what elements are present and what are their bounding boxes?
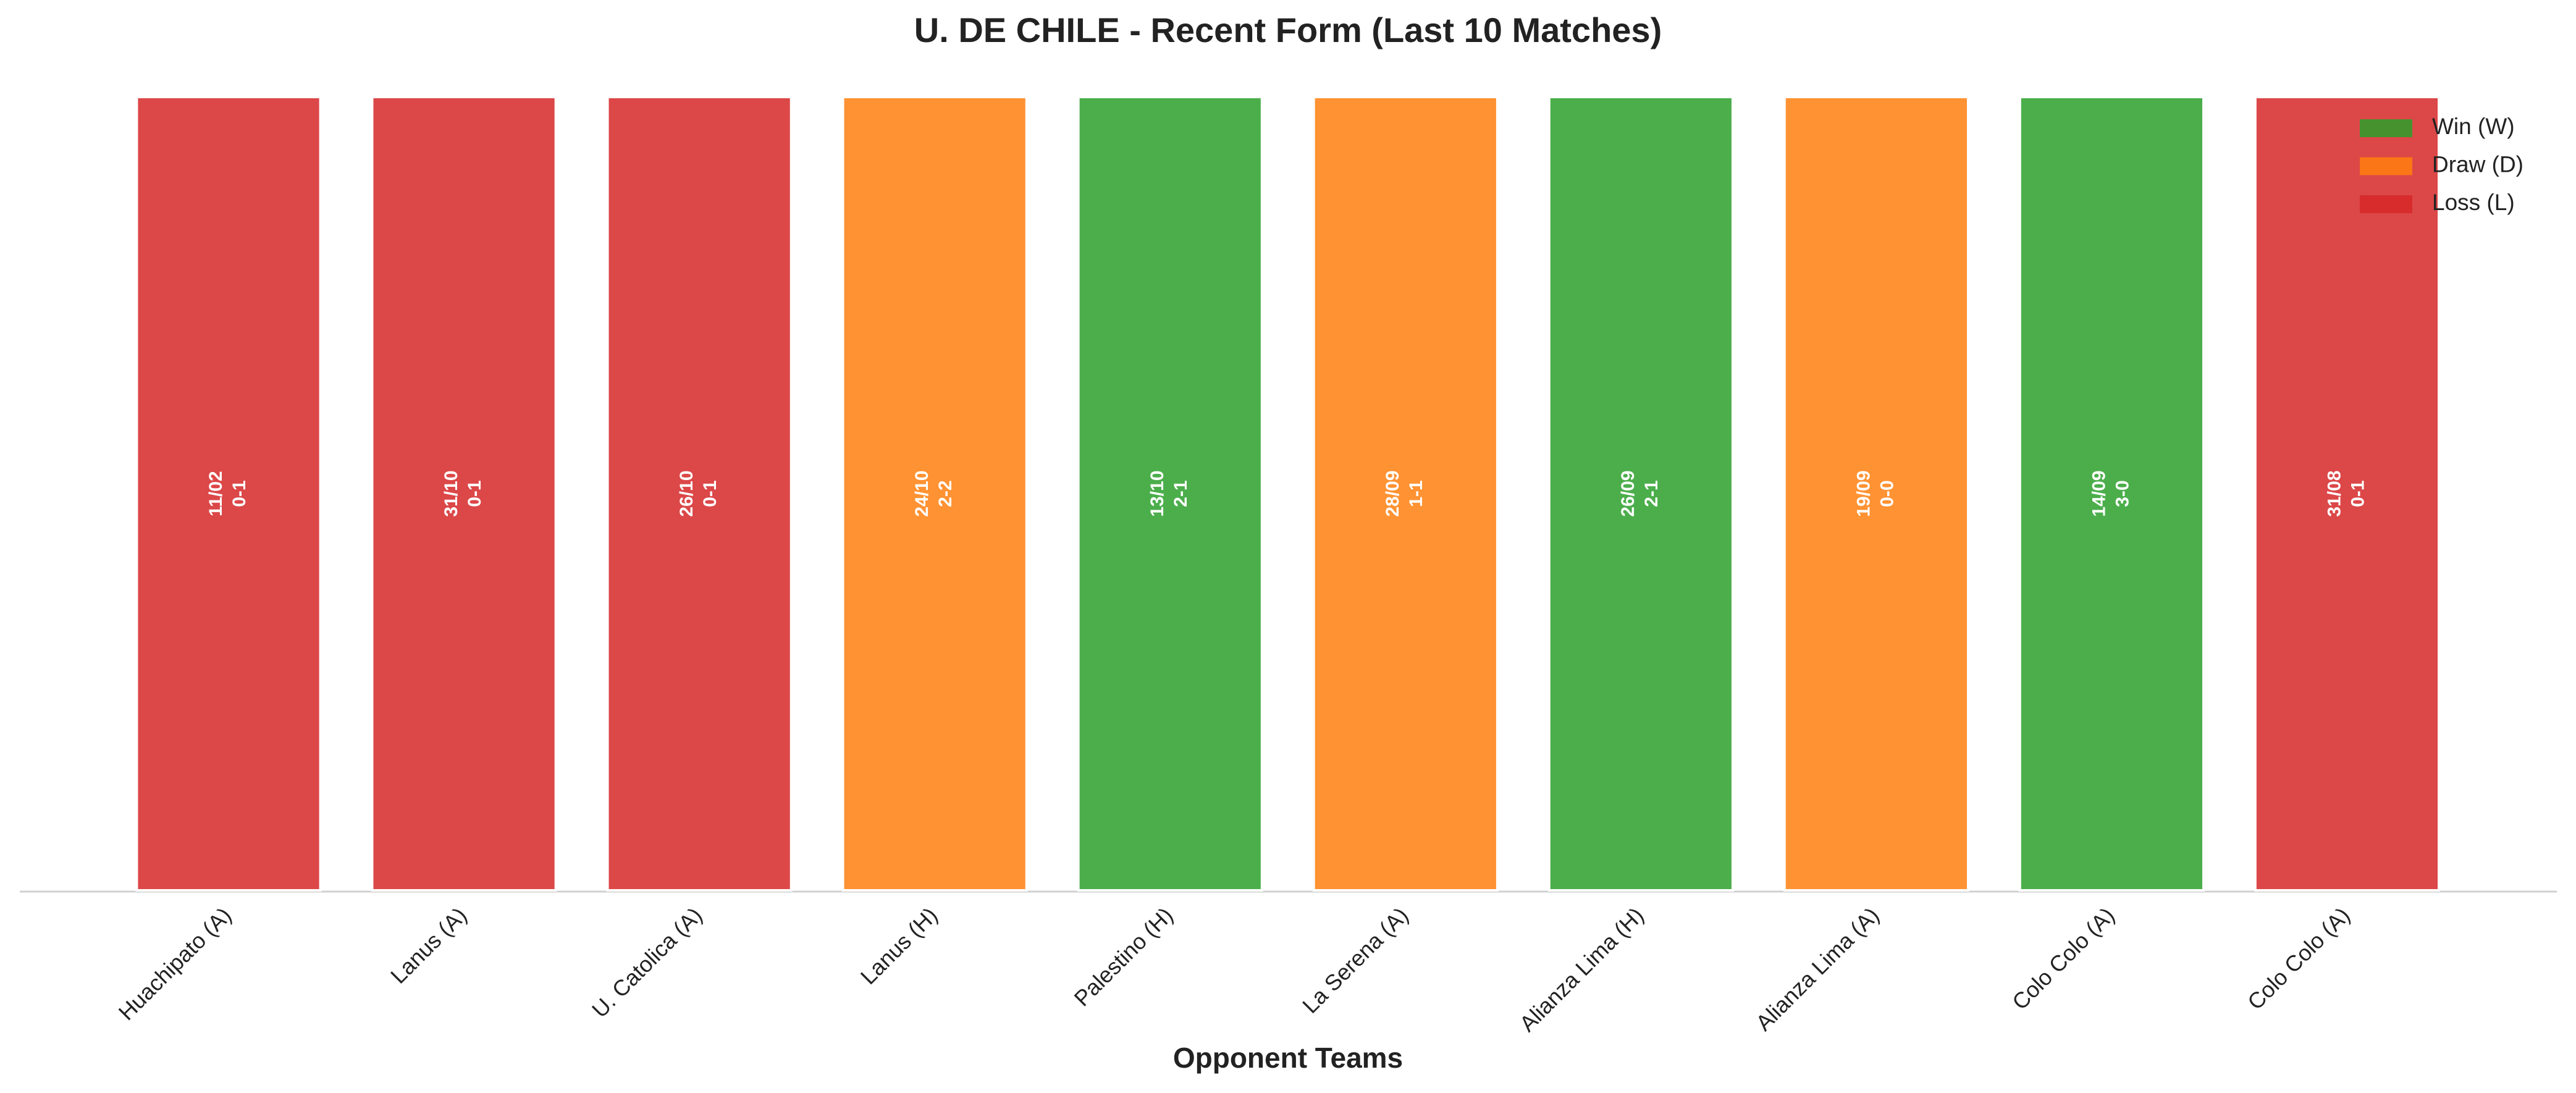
bar [1077,96,1263,892]
x-tick-label: Huachipato (A) [114,902,237,1025]
bar [2254,96,2441,892]
bar-score-label: 0-0 [1877,480,1897,507]
bar-date-label: 28/09 [1383,470,1403,517]
legend-swatch [2360,157,2412,175]
bar-date-label: 26/09 [1618,470,1638,517]
legend-swatch [2360,195,2412,213]
bar-date-label: 13/10 [1147,470,1168,517]
legend-label: Loss (L) [2432,190,2515,215]
bar-date-label: 11/02 [206,471,226,516]
chart-title: U. DE CHILE - Recent Form (Last 10 Match… [914,11,1662,49]
bar-score-label: 0-1 [700,480,720,507]
x-tick-label: Alianza Lima (A) [1751,902,1884,1036]
bar-date-label: 14/09 [2089,470,2109,517]
bar-score-label: 2-1 [1641,480,1662,507]
bar [371,96,557,892]
bar-score-label: 2-2 [935,480,956,507]
bar-score-label: 2-1 [1171,480,1191,507]
legend-label: Win (W) [2432,114,2515,139]
bar [1312,96,1499,892]
x-tick-label: U. Catolica (A) [587,902,707,1022]
bar [2018,96,2205,892]
bar-score-label: 0-1 [465,480,485,507]
bar-date-label: 31/08 [2324,470,2344,517]
bar-score-label: 1-1 [1406,480,1426,507]
bar-date-label: 24/10 [912,470,932,517]
x-tick-label: Colo Colo (A) [2242,902,2355,1015]
bar [606,96,793,892]
bar-date-label: 31/10 [441,470,461,517]
x-tick-label: Lanus (A) [385,902,471,988]
bar [841,96,1028,892]
bar [135,96,322,892]
bar-date-label: 26/10 [676,470,697,517]
x-tick-label: La Serena (A) [1297,902,1413,1018]
bar-score-label: 0-1 [229,480,250,507]
x-tick-label: Colo Colo (A) [2007,902,2119,1015]
legend-label: Draw (D) [2432,151,2523,177]
x-axis-label: Opponent Teams [1173,1042,1403,1074]
bar [1783,96,1969,892]
x-tick-label: Alianza Lima (H) [1515,902,1649,1036]
x-tick-label: Palestino (H) [1069,902,1177,1011]
bar [1547,96,1734,892]
legend-swatch [2360,119,2412,137]
bar-score-label: 3-0 [2112,480,2132,507]
x-tick-label: Lanus (H) [856,902,943,989]
bar-date-label: 19/09 [1853,470,1874,517]
bar-score-label: 0-1 [2347,480,2368,507]
